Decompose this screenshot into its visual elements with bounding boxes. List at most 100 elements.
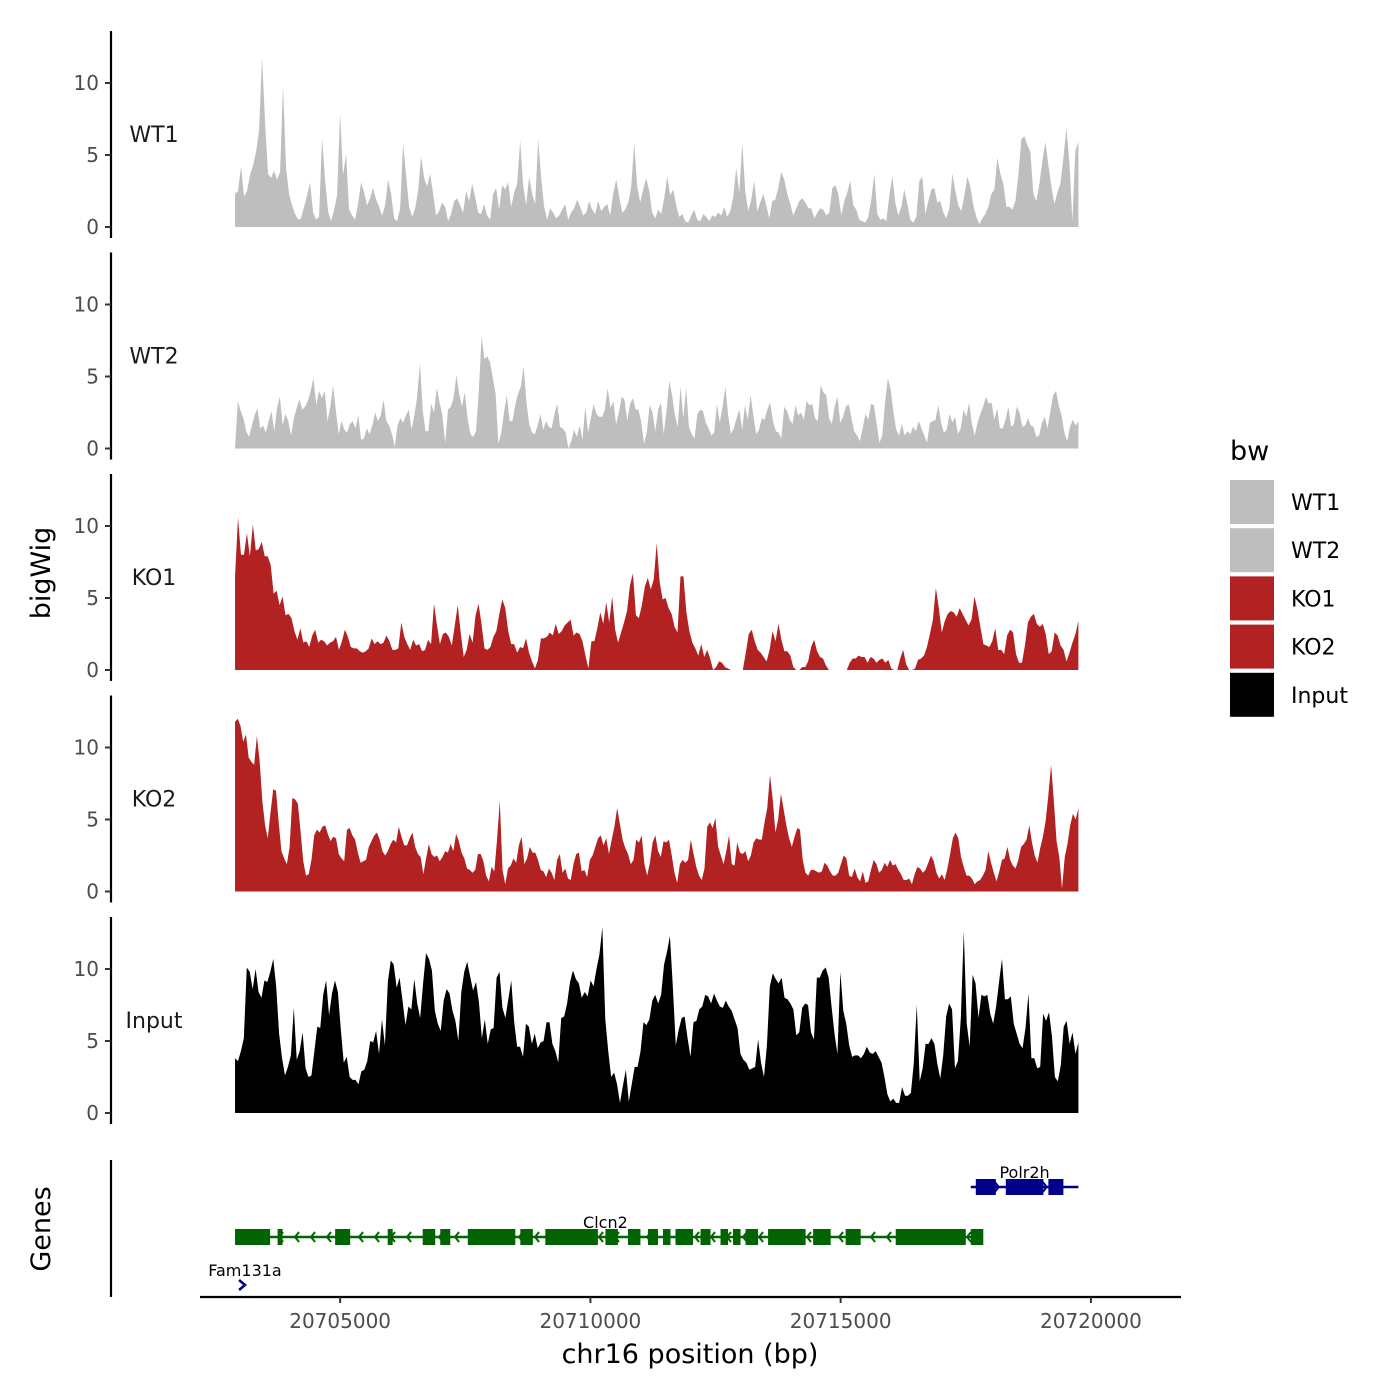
gene-clcn2-chevron [965,1231,972,1243]
gene-polr2h-exon [975,1179,996,1195]
legend-label-ko1: KO1 [1291,587,1336,612]
y-axis-title: bigWig [26,527,57,620]
y-tick-label-ko2-5: 5 [86,808,99,832]
track-label-ko1: KO1 [132,566,177,591]
y-tick-label-input-10: 10 [74,957,99,981]
gene-clcn2-exon [627,1229,641,1245]
gene-polr2h-chevron [994,1181,1001,1193]
gene-clcn2-exon [605,1229,618,1245]
gene-clcn2-chevron [373,1231,380,1243]
gene-clcn2-exon [467,1229,516,1245]
track-input: Input [126,927,1079,1113]
track-label-ko2: KO2 [132,788,177,813]
axes-layer: 0 5 10 0 5 10 0 5 10 0 5 10 0 5 10 20705000 20710000 2071… [74,31,1181,1333]
gene-clcn2-exon [387,1229,393,1245]
gene-clcn2-chevron [357,1231,364,1243]
y-tick-label-ko1-10: 10 [74,514,99,538]
gene-clcn2-exon [813,1229,831,1245]
legend-swatch-input [1230,672,1274,717]
y-tick-label-ko1-5: 5 [86,586,99,610]
legend-item-input: Input [1230,672,1348,717]
gene-clcn2-chevron [293,1231,300,1243]
gene-clcn2-exon [768,1229,806,1245]
gene-clcn2-exon [335,1229,351,1245]
gene-clcn2-exon [720,1229,729,1245]
x-tick-label-20710000: 20710000 [539,1309,641,1333]
legend-label-input: Input [1291,684,1348,709]
gene-clcn2-chevron [837,1231,844,1243]
y-tick-label-wt1-10: 10 [74,71,99,95]
y-tick-label-wt1-5: 5 [86,143,99,167]
gene-clcn2-exon [235,1229,271,1245]
area-wt2 [235,336,1079,449]
y-tick-label-ko1-0: 0 [86,658,99,682]
gene-label-fam131a: Fam131a [208,1261,281,1280]
y-tick-label-input-5: 5 [86,1029,99,1053]
gene-clcn2-chevron [309,1231,316,1243]
area-input [235,927,1079,1113]
track-wt1: WT1 [129,57,1079,227]
tracks-layer: WT1 WT2 KO1 KO2 Input [126,57,1079,1113]
gene-clcn2-chevron [533,1231,540,1243]
x-tick-label-20720000: 20720000 [1040,1309,1142,1333]
x-tick-label-20705000: 20705000 [289,1309,391,1333]
area-ko2 [235,718,1079,892]
gene-clcn2-chevron [597,1231,604,1243]
y-tick-label-wt2-0: 0 [86,437,99,461]
y-tick-label-ko2-10: 10 [74,736,99,760]
area-ko1 [235,517,1079,670]
gene-clcn2-chevron [885,1231,892,1243]
track-ko1: KO1 [132,517,1079,670]
legend-swatch-wt2 [1230,528,1274,573]
y-tick-label-ko2-0: 0 [86,880,99,904]
gene-clcn2-exon [675,1229,694,1245]
gene-clcn2-chevron [869,1231,876,1243]
gene-clcn2-exon [745,1229,759,1245]
gene-clcn2-exon [845,1229,861,1245]
track-label-input: Input [126,1009,183,1034]
y-tick-label-input-0: 0 [86,1101,99,1125]
y-tick-label-wt1-0: 0 [86,215,99,239]
gene-label-polr2h: Polr2h [999,1163,1049,1182]
genes-layer: Polr2h Clcn2 Fam131a [208,1163,1079,1291]
x-tick-label-20715000: 20715000 [790,1309,892,1333]
gene-clcn2-exon [895,1229,966,1245]
gene-clcn2-exon [662,1229,671,1245]
legend-label-wt2: WT2 [1291,539,1340,564]
legend-label-ko2: KO2 [1291,636,1336,661]
legend-item-ko1: KO1 [1230,576,1336,621]
track-ko2: KO2 [132,718,1079,892]
gene-clcn2-chevron [453,1231,460,1243]
gene-polr2h-exon [1048,1179,1064,1195]
track-label-wt2: WT2 [129,345,178,370]
gene-polr2h-chevron [1042,1181,1049,1193]
legend-swatch-ko2 [1230,624,1274,669]
gene-clcn2-exon [440,1229,451,1245]
track-wt2: WT2 [129,336,1079,449]
x-axis-title: chr16 position (bp) [562,1339,819,1370]
gene-clcn2-chevron [709,1231,716,1243]
legend-swatch-ko1 [1230,576,1274,621]
gene-clcn2-exon [520,1229,533,1245]
legend-item-wt2: WT2 [1230,528,1340,573]
gene-clcn2-exon [700,1229,711,1245]
gene-clcn2-chevron [693,1231,700,1243]
gene-polr2h-exon [1005,1179,1044,1195]
gene-clcn2-exon [545,1229,598,1245]
gene-polr2h: Polr2h [970,1163,1079,1195]
gene-fam131a: Fam131a [208,1261,282,1291]
legend-title: bw [1230,436,1269,467]
gene-clcn2-exon [422,1229,436,1245]
legend-layer: WT1 WT2 KO1 KO2 Input [1230,480,1348,717]
legend-item-ko2: KO2 [1230,624,1336,669]
gene-clcn2-chevron [805,1231,812,1243]
y-tick-label-wt2-5: 5 [86,365,99,389]
gene-clcn2-exon [970,1229,984,1245]
track-label-wt1: WT1 [129,123,178,148]
gene-clcn2-exon [647,1229,658,1245]
legend-swatch-wt1 [1230,480,1274,524]
genes-axis-title: Genes [26,1186,57,1271]
